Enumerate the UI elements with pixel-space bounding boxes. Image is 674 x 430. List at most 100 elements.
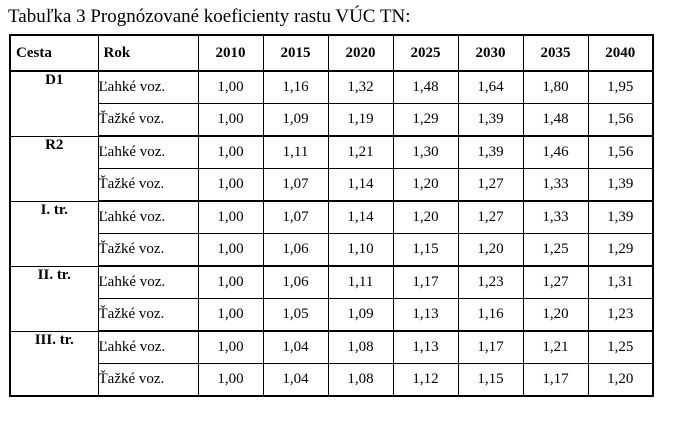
header-year: 2030: [457, 34, 524, 72]
vehicle-type-cell: Ľahké voz.: [97, 135, 199, 169]
coefficient-cell: 1,14: [327, 168, 394, 202]
coefficient-cell: 1,95: [587, 70, 654, 104]
coefficient-cell: 1,00: [197, 135, 264, 169]
coefficient-cell: 1,20: [522, 298, 589, 332]
header-year: 2040: [587, 34, 654, 72]
coefficient-cell: 1,56: [587, 135, 654, 169]
coefficient-cell: 1,07: [262, 200, 329, 234]
coefficient-cell: 1,46: [522, 135, 589, 169]
coefficient-cell: 1,08: [327, 363, 394, 397]
road-cell: R2: [9, 135, 99, 202]
coefficient-cell: 1,21: [522, 330, 589, 364]
coefficient-cell: 1,09: [262, 103, 329, 137]
coefficient-cell: 1,33: [522, 168, 589, 202]
table-row: III. tr. Ľahké voz. 1,00 1,04 1,08 1,13 1,17 1,…: [9, 330, 654, 397]
coefficient-cell: 1,48: [392, 70, 459, 104]
table-row: R2 Ľahké voz. 1,00 1,11 1,21 1,30 1,39 1,46 1,56: [9, 135, 654, 202]
table-row: Ťažké voz. 1,00 1,06 1,10 1,15 1,20 1,25 1,29: [10, 233, 654, 267]
coefficient-cell: 1,00: [197, 103, 264, 137]
coefficient-cell: 1,00: [197, 168, 264, 202]
coefficient-cell: 1,21: [327, 135, 394, 169]
coefficient-cell: 1,39: [457, 103, 524, 137]
coefficient-cell: 1,56: [587, 103, 654, 137]
road-cell: II. tr.: [9, 265, 99, 332]
coefficient-cell: 1,11: [262, 135, 329, 169]
coefficient-cell: 1,15: [392, 233, 459, 267]
coefficient-cell: 1,13: [392, 298, 459, 332]
coefficient-cell: 1,31: [587, 265, 654, 299]
vehicle-type-cell: Ťažké voz.: [97, 168, 199, 202]
coefficient-cell: 1,20: [587, 363, 654, 397]
table-caption: Tabuľka 3 Prognózované koeficienty rastu…: [8, 6, 411, 27]
coefficient-cell: 1,17: [522, 363, 589, 397]
coefficient-cell: 1,25: [522, 233, 589, 267]
coefficient-cell: 1,23: [587, 298, 654, 332]
header-year: 2020: [327, 34, 394, 72]
coefficient-cell: 1,19: [327, 103, 394, 137]
coefficient-cell: 1,27: [457, 200, 524, 234]
coefficient-cell: 1,04: [262, 363, 329, 397]
header-year: 2010: [197, 34, 264, 72]
coefficient-cell: 1,00: [197, 70, 264, 104]
table-row: I. tr. Ľahké voz. 1,00 1,07 1,14 1,20 1,27 1,33…: [9, 200, 654, 267]
coefficient-cell: 1,29: [392, 103, 459, 137]
table-row: Ťažké voz. 1,00 1,05 1,09 1,13 1,16 1,20 1,23: [10, 298, 654, 332]
coefficient-cell: 1,33: [522, 200, 589, 234]
vehicle-type-cell: Ľahké voz.: [97, 330, 199, 364]
coefficient-cell: 1,08: [327, 330, 394, 364]
vehicle-type-cell: Ťažké voz.: [97, 103, 199, 137]
coefficient-cell: 1,80: [522, 70, 589, 104]
header-road: Cesta: [9, 34, 99, 72]
coefficient-cell: 1,20: [457, 233, 524, 267]
coefficient-cell: 1,11: [327, 265, 394, 299]
vehicle-type-cell: Ťažké voz.: [97, 363, 199, 397]
coefficient-cell: 1,04: [262, 330, 329, 364]
table-row: II. tr. Ľahké voz. 1,00 1,06 1,11 1,17 1,23 1,2…: [9, 265, 654, 332]
coefficient-cell: 1,27: [457, 168, 524, 202]
coefficient-cell: 1,17: [457, 330, 524, 364]
coefficient-cell: 1,23: [457, 265, 524, 299]
coefficient-cell: 1,12: [392, 363, 459, 397]
table-body: D1 Ľahké voz. 1,00 1,16 1,32 1,48 1,64 1,80 1,95…: [9, 70, 654, 397]
table-row: Ťažké voz. 1,00 1,07 1,14 1,20 1,27 1,33 1,39: [10, 168, 654, 202]
coefficient-cell: 1,25: [587, 330, 654, 364]
coefficient-cell: 1,39: [457, 135, 524, 169]
coefficient-cell: 1,39: [587, 168, 654, 202]
vehicle-type-cell: Ťažké voz.: [97, 298, 199, 332]
table-row: D1 Ľahké voz. 1,00 1,16 1,32 1,48 1,64 1,80 1,95: [9, 70, 654, 137]
coefficient-cell: 1,00: [197, 330, 264, 364]
coefficient-cell: 1,06: [262, 265, 329, 299]
coefficient-cell: 1,06: [262, 233, 329, 267]
header-year: 2025: [392, 34, 459, 72]
coefficient-cell: 1,00: [197, 363, 264, 397]
header-vehicle: Rok: [97, 34, 199, 72]
coefficient-cell: 1,64: [457, 70, 524, 104]
coefficient-cell: 1,00: [197, 298, 264, 332]
road-cell: III. tr.: [9, 330, 99, 397]
header-year: 2035: [522, 34, 589, 72]
coefficient-cell: 1,14: [327, 200, 394, 234]
coefficient-cell: 1,17: [392, 265, 459, 299]
table-row: Ťažké voz. 1,00 1,09 1,19 1,29 1,39 1,48 1,56: [10, 103, 654, 137]
table-row: Ťažké voz. 1,00 1,04 1,08 1,12 1,15 1,17 1,20: [10, 363, 654, 397]
coefficient-cell: 1,32: [327, 70, 394, 104]
coefficient-cell: 1,15: [457, 363, 524, 397]
table-header-row: Cesta Rok 2010 2015 2020 2025 2030 2035 …: [9, 34, 654, 72]
coefficient-cell: 1,20: [392, 168, 459, 202]
coefficient-cell: 1,00: [197, 233, 264, 267]
coefficient-cell: 1,00: [197, 265, 264, 299]
vehicle-type-cell: Ľahké voz.: [97, 200, 199, 234]
road-cell: D1: [9, 70, 99, 137]
coefficient-cell: 1,48: [522, 103, 589, 137]
coefficient-cell: 1,16: [457, 298, 524, 332]
coefficient-cell: 1,30: [392, 135, 459, 169]
vehicle-type-cell: Ľahké voz.: [97, 265, 199, 299]
vehicle-type-cell: Ťažké voz.: [97, 233, 199, 267]
coefficient-cell: 1,05: [262, 298, 329, 332]
coefficient-cell: 1,16: [262, 70, 329, 104]
coefficient-cell: 1,29: [587, 233, 654, 267]
growth-coefficients-table: Cesta Rok 2010 2015 2020 2025 2030 2035 …: [9, 34, 654, 397]
coefficient-cell: 1,20: [392, 200, 459, 234]
vehicle-type-cell: Ľahké voz.: [97, 70, 199, 104]
coefficient-cell: 1,39: [587, 200, 654, 234]
